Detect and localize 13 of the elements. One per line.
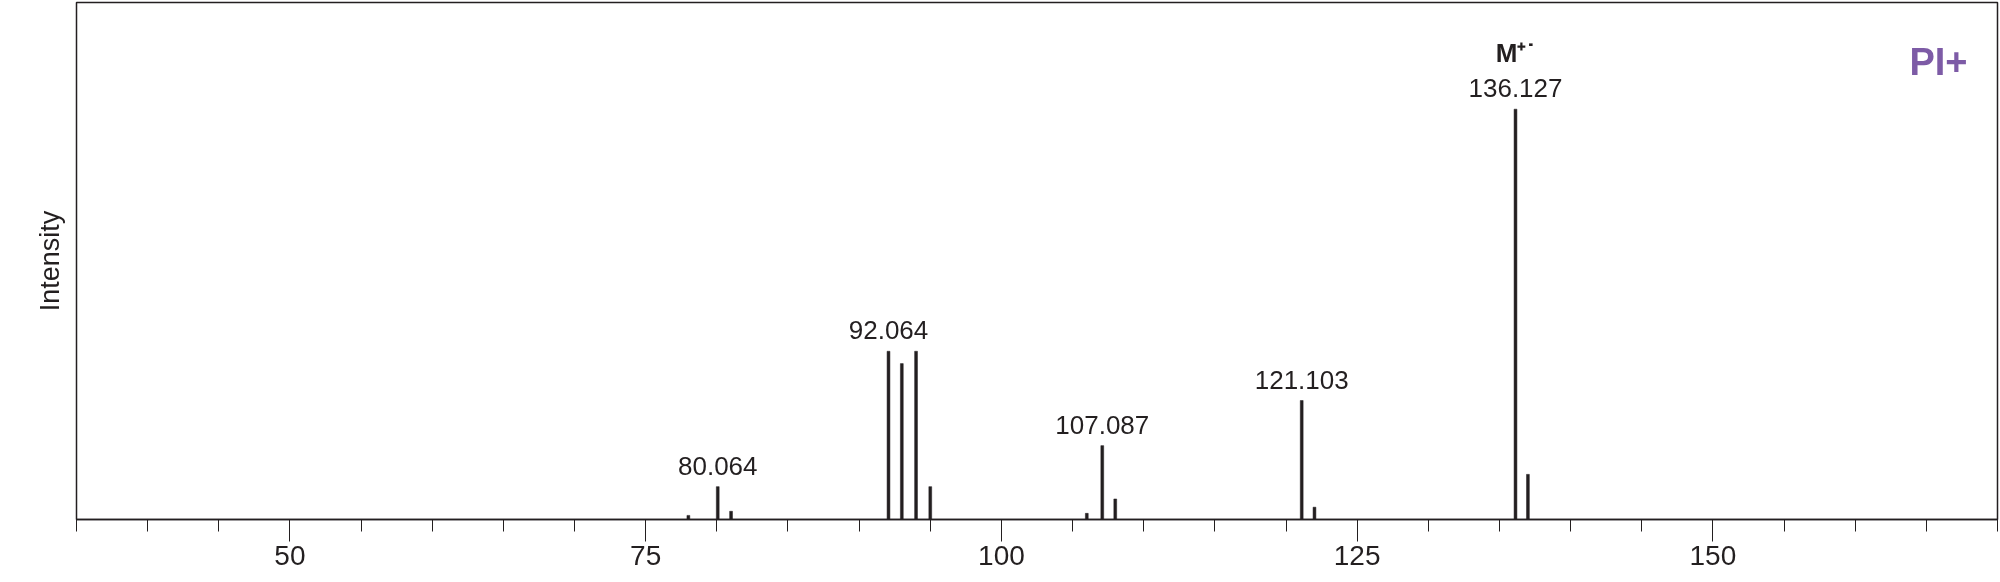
x-tick-label: 150 (1689, 539, 1737, 571)
x-tick-label: 50 (274, 539, 306, 571)
text: PI+ (1909, 40, 1968, 83)
annotation: 107.087 (1055, 409, 1150, 440)
x-tick-label: 75 (630, 539, 662, 571)
y-axis-title: Intensity (34, 210, 65, 312)
annotation: 92.064 (848, 315, 929, 346)
annotation: M⁺˙ (1495, 38, 1536, 69)
x-tick-label: 125 (1333, 539, 1381, 571)
annotation: 121.103 (1254, 364, 1349, 395)
annotation: 136.127 (1468, 73, 1563, 104)
annotation: 80.064 (677, 450, 758, 481)
x-tick-label: 100 (978, 539, 1025, 571)
